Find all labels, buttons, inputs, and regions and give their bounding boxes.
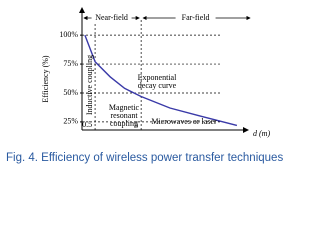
annotation: resonant	[110, 111, 138, 120]
annotation: Exponential	[138, 73, 177, 82]
annotation: Magnetic	[109, 103, 140, 112]
curve	[84, 34, 238, 127]
region-label: Near-field	[95, 13, 128, 22]
y-tick-label: 50%	[63, 88, 78, 97]
x-axis-label: d (m)	[253, 129, 270, 138]
y-tick-label: 100%	[59, 30, 78, 39]
annotation: decay curve	[138, 81, 177, 90]
region-label: Far-field	[182, 13, 210, 22]
y-axis-label: Efficiency (%)	[41, 55, 50, 102]
x-tick-label: 0.5	[82, 120, 92, 129]
region-label-bg	[175, 13, 216, 23]
annotation: Inductive coupling	[85, 55, 94, 115]
annotation: Microwaves or laser	[151, 117, 217, 126]
annotation: coupling	[110, 119, 138, 128]
region-label-bg	[91, 13, 132, 23]
x-tick-label: 5	[134, 120, 138, 129]
y-tick-label: 25%	[63, 117, 78, 126]
y-tick-label: 75%	[63, 59, 78, 68]
caption: Fig. 4. Efficiency of wireless power tra…	[6, 152, 283, 164]
chart: Fig. 4. Efficiency of wireless power tra…	[6, 7, 283, 164]
page: Fig. 4. Efficiency of wireless power tra…	[6, 7, 284, 165]
